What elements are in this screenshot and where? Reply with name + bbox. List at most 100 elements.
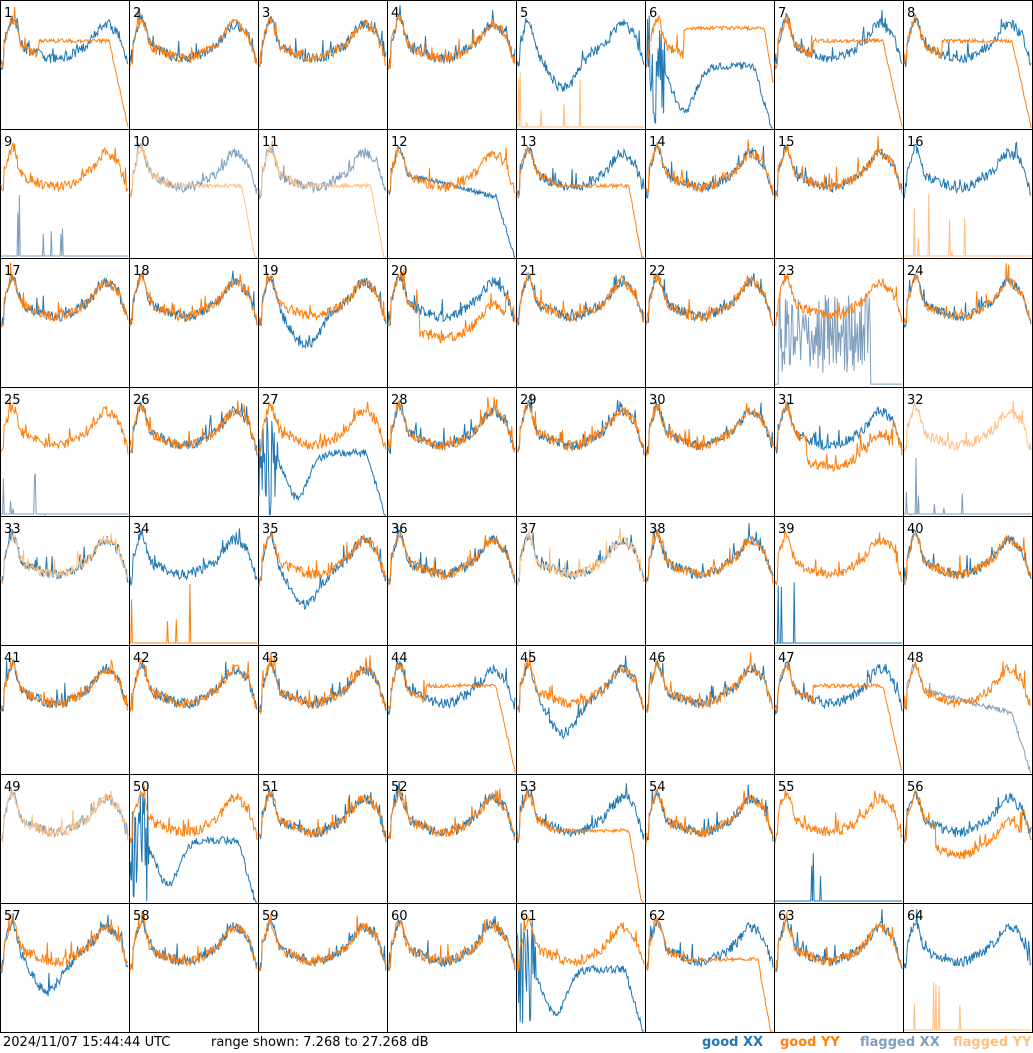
series-line-xx <box>387 660 516 715</box>
series-line-yy <box>645 917 773 1032</box>
antenna-panel-40: 40 <box>903 516 1033 646</box>
antenna-panel-49: 49 <box>0 774 130 904</box>
series-line-yy <box>516 649 645 712</box>
panel-label: 17 <box>4 264 21 279</box>
panel-label: 8 <box>907 6 915 21</box>
series-line-yy <box>516 916 645 971</box>
antenna-panel-42: 42 <box>129 645 259 775</box>
panel-label: 35 <box>262 522 279 537</box>
series-line-yy <box>258 16 387 68</box>
panel-label: 10 <box>133 135 150 150</box>
antenna-panel-59: 59 <box>258 903 388 1033</box>
panel-label: 58 <box>133 909 150 924</box>
series-line-yy <box>903 263 1032 324</box>
series-line-yy <box>0 262 129 328</box>
series-line-yy <box>903 401 1032 452</box>
panel-frame <box>774 774 904 904</box>
series-line-yy <box>516 401 645 453</box>
legend-flagged-yy: flagged YY <box>953 1035 1032 1050</box>
panel-label: 16 <box>907 135 924 150</box>
series-line-xx <box>516 918 645 1032</box>
antenna-panel-30: 30 <box>645 387 775 517</box>
series-line-yy <box>517 72 644 128</box>
antenna-panel-64: 64 <box>903 903 1033 1033</box>
panel-label: 11 <box>262 135 279 150</box>
series-line-yy <box>258 652 387 714</box>
antenna-panel-39: 39 <box>774 516 904 646</box>
series-line-yy <box>0 141 129 192</box>
series-line-xx <box>258 531 387 610</box>
panel-label: 52 <box>391 780 408 795</box>
antenna-panel-1: 1 <box>0 0 130 130</box>
series-line-xx <box>129 528 258 586</box>
series-line-yy <box>645 529 774 585</box>
antenna-panel-17: 17 <box>0 258 130 388</box>
panel-label: 22 <box>649 264 666 279</box>
panel-frame <box>129 129 259 259</box>
antenna-panel-46: 46 <box>645 645 775 775</box>
series-line-yy <box>774 401 903 473</box>
series-line-yy <box>258 789 387 840</box>
panel-label: 29 <box>520 393 537 408</box>
panel-label: 62 <box>649 909 666 924</box>
series-line-xx <box>645 15 773 129</box>
panel-label: 14 <box>649 135 666 150</box>
antenna-panel-21: 21 <box>516 258 646 388</box>
series-line-yy <box>903 13 1032 129</box>
antenna-panel-55: 55 <box>774 774 904 904</box>
series-line-yy <box>904 982 1031 1031</box>
panel-label: 24 <box>907 264 924 279</box>
panel-label: 54 <box>649 780 666 795</box>
antenna-panel-32: 32 <box>903 387 1033 517</box>
series-line-yy <box>903 532 1032 587</box>
series-line-yy <box>129 272 258 327</box>
panel-frame <box>0 387 130 517</box>
series-line-yy <box>774 912 903 972</box>
panel-label: 63 <box>778 909 795 924</box>
panel-frame <box>0 0 130 130</box>
antenna-panel-12: 12 <box>387 129 517 259</box>
series-line-yy <box>387 663 516 773</box>
panel-label: 59 <box>262 909 279 924</box>
panel-label: 4 <box>391 6 399 21</box>
panel-label: 5 <box>520 6 528 21</box>
panel-frame <box>258 645 388 775</box>
antenna-panel-14: 14 <box>645 129 775 259</box>
series-line-xx <box>1 473 128 516</box>
antenna-panel-5: 5 <box>516 0 646 130</box>
panel-frame <box>0 516 130 646</box>
series-line-yy <box>258 531 387 586</box>
series-line-yy <box>258 913 387 972</box>
series-line-yy <box>903 790 1032 860</box>
panel-label: 42 <box>133 651 150 666</box>
antenna-panel-20: 20 <box>387 258 517 388</box>
series-line-xx <box>903 909 1032 969</box>
range-text: range shown: 7.268 to 27.268 dB <box>211 1035 429 1050</box>
panel-label: 40 <box>907 522 924 537</box>
antenna-panel-60: 60 <box>387 903 517 1033</box>
series-line-yy <box>645 402 774 458</box>
series-line-yy <box>387 531 515 586</box>
panel-label: 18 <box>133 264 150 279</box>
antenna-panel-62: 62 <box>645 903 775 1033</box>
panel-label: 39 <box>778 522 795 537</box>
series-line-yy <box>645 273 774 326</box>
series-line-xx <box>775 853 902 902</box>
series-line-xx <box>774 10 903 65</box>
panel-label: 23 <box>778 264 795 279</box>
panel-frame <box>903 903 1033 1033</box>
antenna-panel-16: 16 <box>903 129 1033 259</box>
antenna-panel-51: 51 <box>258 774 388 904</box>
panel-label: 53 <box>520 780 537 795</box>
series-line-xx <box>1 912 129 997</box>
series-line-xx <box>129 790 257 903</box>
panel-frame <box>774 0 904 130</box>
panel-frame <box>903 0 1033 130</box>
antenna-panel-54: 54 <box>645 774 775 904</box>
series-line-yy <box>387 145 516 195</box>
antenna-panel-47: 47 <box>774 645 904 775</box>
panel-label: 50 <box>133 780 150 795</box>
panel-frame <box>387 903 517 1033</box>
series-line-xx <box>129 660 258 712</box>
panel-label: 60 <box>391 909 408 924</box>
